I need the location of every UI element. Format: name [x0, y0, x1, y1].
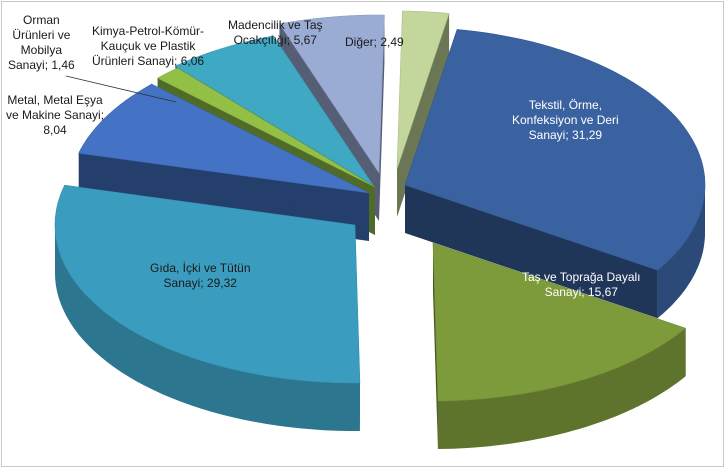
slice-label-madencilik: Madencilik ve Taş Ocakçılığı; 5,67 — [228, 18, 323, 48]
pie-slice-wall — [379, 15, 385, 221]
pie-slice-top — [396, 10, 450, 170]
pie-slice — [404, 29, 706, 319]
pie-slice-top — [174, 35, 374, 186]
slice-label-diger: Diğer; 2,49 — [345, 35, 404, 50]
pie-slice-top — [54, 184, 361, 384]
pie-slice-side — [657, 185, 705, 319]
pie-slice-wall — [433, 243, 438, 449]
slice-label-line: Taş ve Toprağa Dayalı — [522, 270, 641, 284]
pie-slice-wall — [397, 13, 450, 217]
slice-label-line: Sanayi; 29,32 — [163, 276, 237, 290]
slice-label-line: Sanayi; 31,29 — [528, 128, 603, 142]
slice-label-line: Mobilya — [20, 43, 63, 57]
slice-label-line: Sanayi; 1,46 — [8, 58, 75, 72]
slice-label-line: Metal, Metal Eşya — [7, 93, 103, 107]
slice-label-kimya: Kimya-Petrol-Kömür- Kauçuk ve Plastik Ürün… — [92, 24, 204, 69]
slice-label-tas-toprak: Taş ve Toprağa Dayalı Sanayi; 15,67 — [522, 270, 641, 300]
pie-slice-side — [55, 225, 360, 431]
pie-slice-top — [404, 29, 706, 271]
slice-label-line: ve Makine Sanayi; — [6, 108, 105, 122]
slice-label-line: Sanayi; 15,67 — [544, 285, 618, 299]
slice-label-line: 8,04 — [43, 123, 67, 137]
pie-slice — [54, 184, 361, 431]
pie-slice — [432, 242, 687, 449]
pie-slice-top — [278, 14, 385, 174]
slice-label-line: Kauçuk ve Plastik — [100, 39, 196, 53]
pie-slice-side — [437, 328, 686, 449]
slice-label-line: Diğer; 2,49 — [345, 35, 404, 49]
slice-label-metal: Metal, Metal Eşya ve Makine Sanayi; 8,04 — [6, 93, 104, 138]
slice-label-line: Ürünleri Sanayi; 6,06 — [92, 54, 205, 68]
slice-label-orman: Orman Ürünleri ve Mobilya Sanayi; 1,46 — [8, 13, 75, 73]
slice-label-line: Ocakçılığı; 5,67 — [233, 33, 317, 47]
slice-label-gida: Gıda, İçki ve Tütün Sanayi; 29,32 — [150, 261, 251, 291]
slice-label-line: Kimya-Petrol-Kömür- — [92, 24, 205, 38]
slice-label-line: Orman — [23, 13, 60, 27]
slice-label-line: Konfeksiyon ve Deri — [512, 113, 619, 127]
slice-label-line: Ürünleri ve — [12, 28, 71, 42]
pie-slice-wall — [405, 185, 658, 319]
slice-label-tekstil: Tekstil, Örme, Konfeksiyon ve Deri Sanayi;… — [512, 98, 619, 143]
slice-label-line: Madencilik ve Taş — [228, 18, 323, 32]
pie-slice-top — [432, 242, 687, 402]
slice-label-line: Tekstil, Örme, — [528, 98, 603, 112]
pie-slice — [396, 10, 450, 217]
slice-label-line: Gıda, İçki ve Tütün — [150, 261, 251, 275]
